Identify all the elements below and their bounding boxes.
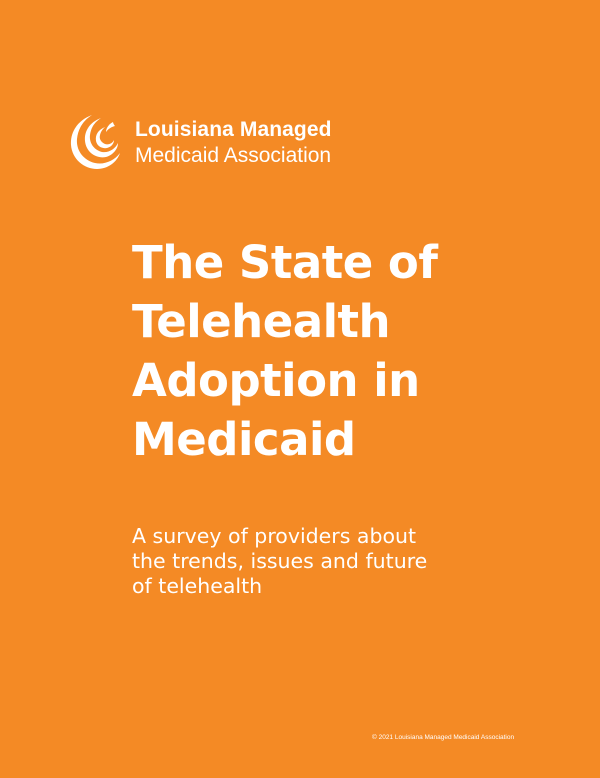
subtitle-line: of telehealth xyxy=(132,574,263,598)
logo-wordmark: Louisiana Managed Medicaid Association xyxy=(135,119,332,166)
logo-name-line2: Medicaid Association xyxy=(135,143,332,167)
subtitle-line: the trends, issues and future xyxy=(132,549,428,573)
copyright-notice: © 2021 Louisiana Managed Medicaid Associ… xyxy=(372,734,515,741)
logo-name-line1: Louisiana Managed xyxy=(135,117,332,141)
subtitle-line: A survey of providers about xyxy=(132,524,417,548)
report-subtitle: A survey of providers about the trends, … xyxy=(132,524,427,599)
swirl-logo-icon xyxy=(70,115,120,169)
title-line: Adoption in xyxy=(132,354,420,407)
report-title: The State of Telehealth Adoption in Medi… xyxy=(132,233,438,469)
title-line: Telehealth xyxy=(132,295,391,348)
organization-logo: Louisiana Managed Medicaid Association xyxy=(68,113,332,171)
title-line: Medicaid xyxy=(132,413,356,466)
title-line: The State of xyxy=(132,236,438,289)
